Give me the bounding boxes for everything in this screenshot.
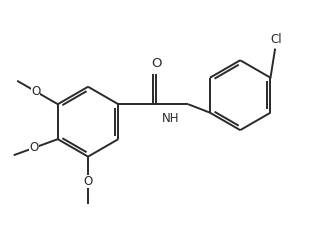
Text: O: O: [29, 141, 39, 154]
Text: Cl: Cl: [270, 33, 282, 46]
Text: O: O: [152, 58, 162, 70]
Text: O: O: [31, 85, 41, 98]
Text: NH: NH: [162, 112, 179, 125]
Text: O: O: [83, 176, 93, 188]
